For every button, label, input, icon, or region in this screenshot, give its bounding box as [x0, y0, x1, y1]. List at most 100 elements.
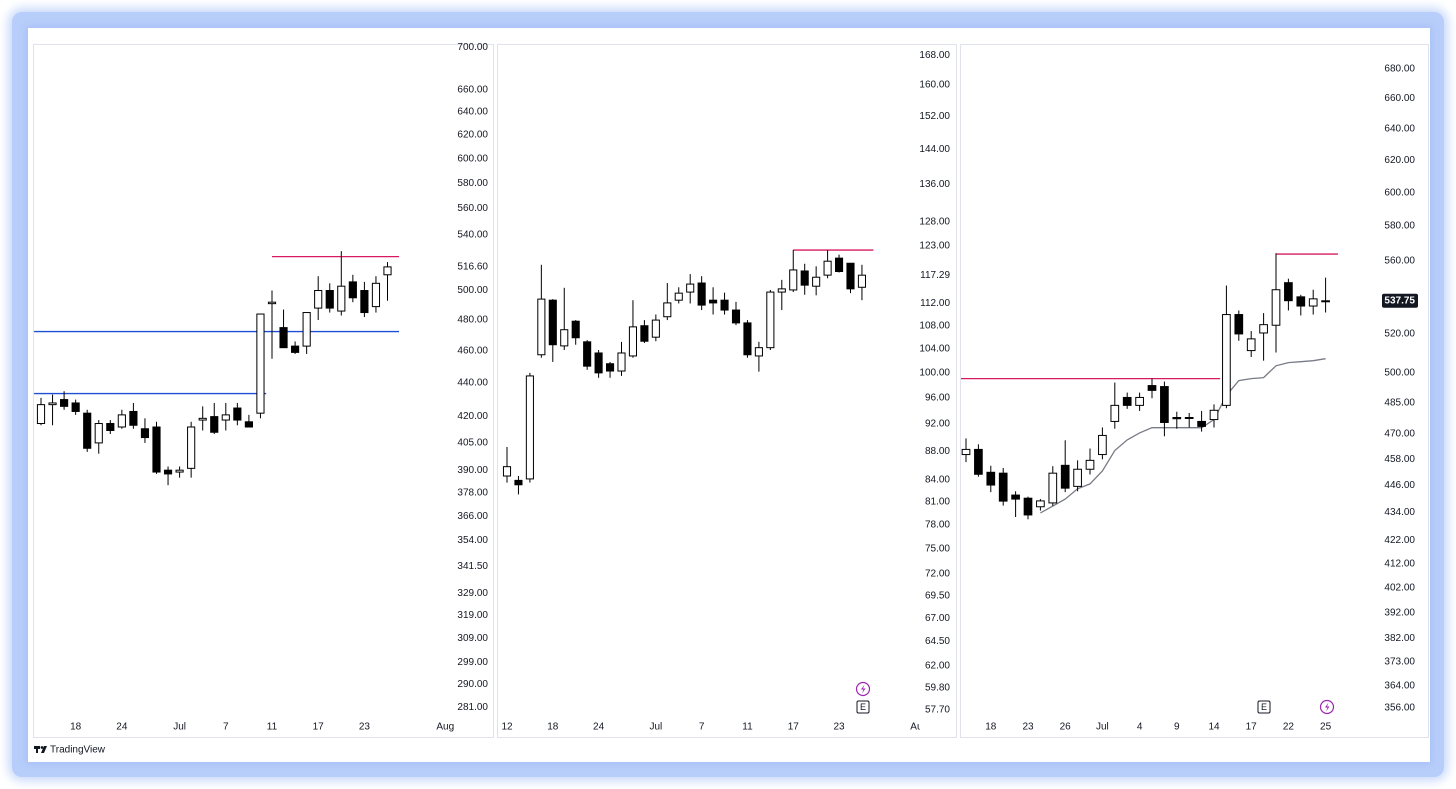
pane: 18 23 26 Jul 4 9 14 17 22 25	[961, 253, 1338, 733]
candle-body	[731, 309, 741, 324]
last-price-label: 537.75	[1384, 295, 1415, 306]
y-tick-label: 92.00	[925, 419, 950, 430]
y-tick-label: 309.00	[457, 633, 488, 644]
candle-body	[1036, 500, 1045, 508]
y-tick-label: 341.50	[457, 561, 488, 572]
candle-body	[152, 426, 161, 473]
event-badge	[856, 700, 870, 714]
candle-body	[548, 299, 557, 346]
candle-body	[291, 345, 300, 353]
candle-body	[94, 423, 103, 444]
candle-body	[221, 414, 230, 421]
candle-body	[233, 407, 242, 421]
candle-body	[1147, 385, 1157, 391]
pane: 12 18 24 Jul 7 11 17 23 Aug	[501, 249, 920, 733]
candle-body	[1234, 314, 1244, 335]
x-tick-label: 11	[267, 722, 278, 733]
y-tick-label: 560.00	[1384, 255, 1415, 266]
y-tick-label: 422.00	[1384, 535, 1415, 546]
brand: TradingView	[50, 745, 106, 756]
last-price-label: 516.60	[457, 262, 488, 273]
candle-body	[187, 426, 196, 469]
candle-body	[267, 301, 277, 305]
candle-body	[36, 404, 46, 425]
y-tick-label: 560.00	[457, 203, 488, 214]
candle-body	[800, 270, 809, 286]
candle-body	[663, 302, 672, 318]
candle-body	[1271, 289, 1281, 326]
candle-body	[594, 352, 603, 374]
y-tick-label: 480.00	[457, 315, 488, 326]
candle-body	[1048, 472, 1058, 504]
candle-body	[961, 448, 971, 456]
lightning-icon	[1319, 699, 1335, 715]
y-tick-label: 373.00	[1384, 657, 1415, 668]
candle-body	[106, 423, 115, 432]
candle-body	[502, 466, 512, 477]
y-tick-label: 434.00	[1384, 507, 1415, 518]
candle-body	[1259, 324, 1268, 334]
candle-body	[743, 322, 752, 356]
event-label: E	[1261, 702, 1267, 712]
y-tick-label: 382.00	[1384, 633, 1415, 644]
x-tick-label: 23	[833, 722, 845, 733]
candle-body	[812, 276, 821, 287]
y-tick-label: 680.00	[1384, 64, 1415, 75]
candle-body	[360, 290, 369, 314]
x-tick-label: 11	[742, 722, 753, 733]
candle-body	[117, 414, 126, 428]
y-tick-label: 64.50	[925, 636, 950, 647]
candle-body	[754, 347, 763, 357]
y-tick-label: 59.80	[925, 682, 950, 693]
candle-body	[857, 274, 866, 288]
y-tick-label: 78.00	[925, 520, 950, 531]
candle-body	[1085, 459, 1095, 470]
candle-body	[1023, 497, 1033, 516]
y-tick-label: 112.00	[920, 298, 950, 309]
x-tick-label: Jul	[1096, 722, 1109, 733]
candle-body	[835, 257, 844, 272]
y-tick-label: 88.00	[925, 446, 950, 457]
x-tick-label: 26	[1060, 722, 1072, 733]
y-tick-label: 485.00	[1384, 397, 1415, 408]
x-tick-label: 7	[223, 722, 229, 733]
pane-border	[33, 44, 494, 738]
candle-body	[617, 352, 626, 372]
candle-body	[1209, 409, 1219, 421]
y-tick-label: 580.00	[457, 178, 488, 189]
y-tick-label: 168.00	[919, 50, 950, 61]
candle-body	[1060, 464, 1070, 489]
y-tick-label: 108.00	[919, 320, 950, 331]
y-tick-label: 540.00	[457, 230, 488, 241]
y-tick-label: 100.00	[919, 368, 950, 379]
x-tick-label: 18	[547, 722, 559, 733]
candle-body	[302, 312, 311, 347]
y-tick-label: 62.00	[925, 660, 950, 671]
x-tick-label: 18	[70, 722, 82, 733]
x-tick-label: 7	[699, 722, 705, 733]
candle-body	[640, 325, 649, 342]
candle-body	[1122, 396, 1132, 406]
y-tick-label: 700.00	[457, 42, 488, 53]
candle-body	[1135, 396, 1144, 406]
candle-body	[1246, 338, 1256, 352]
last-price-badge	[917, 268, 953, 283]
last-price-badge	[455, 259, 491, 274]
y-tick-label: 405.00	[457, 438, 488, 449]
y-tick-label: 281.00	[457, 702, 488, 713]
y-tick-label: 356.00	[1384, 703, 1415, 714]
lightning-icon	[855, 681, 871, 697]
candle-body	[525, 375, 534, 480]
candle-body	[986, 471, 996, 486]
x-tick-label: 17	[788, 722, 800, 733]
x-tick-label: 24	[593, 722, 605, 733]
candle-body	[1011, 494, 1020, 500]
candle-body	[846, 262, 855, 290]
candle-body	[1321, 300, 1330, 303]
candle-body	[48, 402, 57, 406]
candle-body	[777, 288, 786, 293]
y-tick-label: 412.00	[1384, 558, 1415, 569]
candle-body	[1098, 434, 1107, 456]
y-tick-label: 75.00	[925, 544, 950, 555]
y-tick-label: 128.00	[919, 216, 950, 227]
